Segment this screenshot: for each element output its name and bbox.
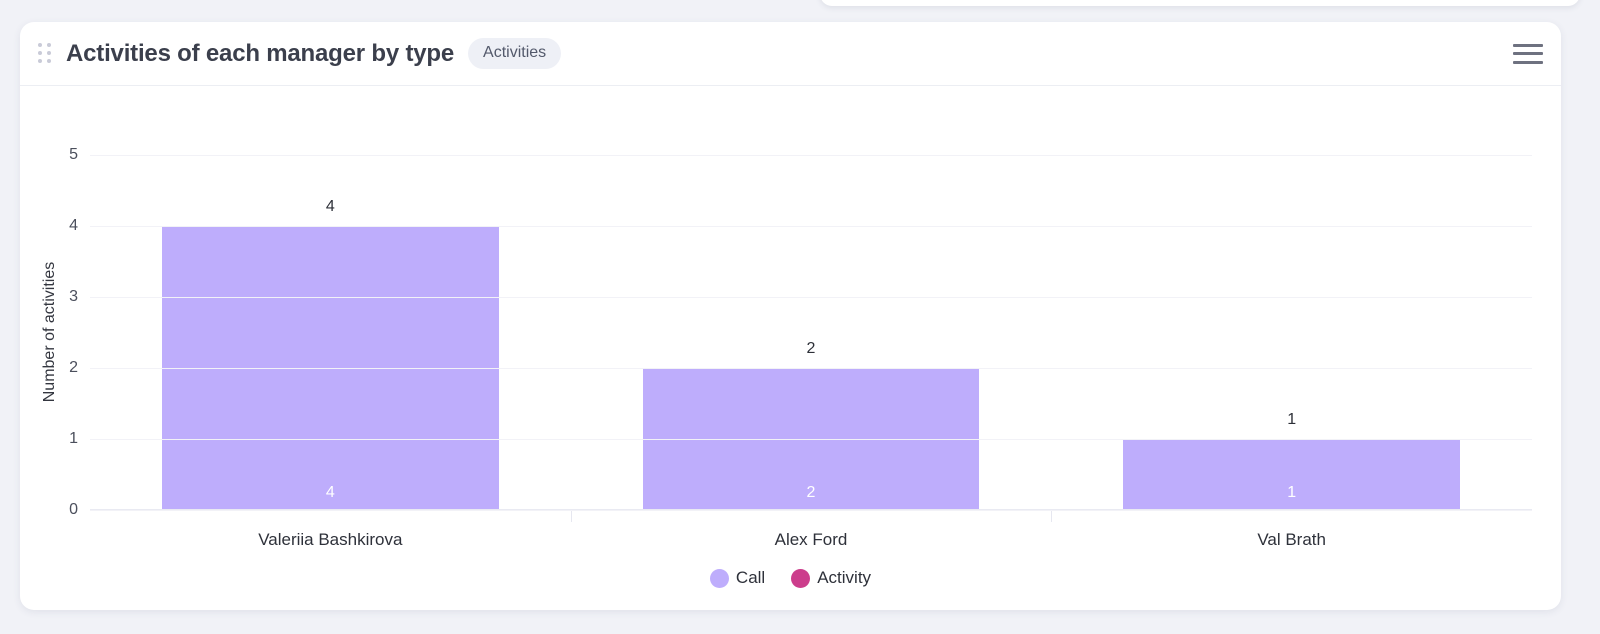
bar-group: 2 2 Alex Ford	[570, 155, 1052, 549]
bar-series-call: 4 4 Valeriia Bashkirova 2 2 Alex Ford 1 1 Val Br…	[90, 155, 1532, 549]
bar-value-label-above: 4	[325, 198, 335, 215]
page-title: Activities of each manager by type	[66, 39, 455, 67]
drag-dot	[47, 50, 51, 55]
bar-group: 4 4 Valeriia Bashkirova	[90, 155, 571, 549]
legend-label: Call	[735, 568, 766, 587]
status-badge[interactable]: Activities	[468, 38, 562, 69]
y-tick-label: 4	[69, 217, 78, 234]
y-tick-label: 5	[69, 146, 78, 163]
drag-dot	[47, 58, 51, 63]
x-axis-tick	[570, 510, 572, 522]
legend-swatch-icon	[709, 568, 729, 588]
hamburger-menu-icon[interactable]	[1513, 42, 1543, 66]
x-axis-tick	[1051, 510, 1053, 522]
bar-value-label-above: 2	[806, 340, 816, 357]
menu-line	[1513, 60, 1543, 64]
y-axis-title: Number of activities	[41, 261, 58, 403]
bar-value-label-inside: 1	[1287, 484, 1297, 501]
chart-card: Activities of each manager by type Activ…	[20, 22, 1561, 610]
plot-area: 4 4 Valeriia Bashkirova 2 2 Alex Ford 1 1 Val Br…	[69, 146, 1532, 549]
bar-value-label-above: 1	[1287, 411, 1297, 428]
y-tick-label: 3	[69, 288, 78, 305]
chart-body: Number of activities 4 4 Valeriia Bashkiro…	[20, 86, 1561, 610]
partial-card-above	[820, 0, 1580, 6]
gridline	[90, 155, 1532, 156]
y-tick-label: 0	[69, 501, 78, 518]
drag-dot	[47, 42, 51, 47]
menu-line	[1513, 52, 1543, 55]
drag-dot	[38, 58, 42, 63]
bar-value-label-inside: 4	[325, 484, 335, 501]
y-tick-label: 1	[69, 430, 78, 447]
x-tick-label: Valeriia Bashkirova	[258, 530, 403, 549]
gridline	[90, 510, 1532, 511]
legend-item-activity[interactable]: Activity	[791, 568, 871, 588]
chart-legend: Call Activity	[20, 568, 1561, 588]
gridline	[90, 439, 1532, 440]
x-axis-baseline	[90, 509, 1532, 510]
gridline	[90, 368, 1532, 369]
drag-dot	[38, 50, 42, 55]
gridline	[90, 226, 1532, 227]
y-tick-label: 2	[69, 359, 78, 376]
legend-label: Activity	[817, 568, 872, 587]
legend-swatch-icon	[791, 568, 811, 588]
x-tick-label: Alex Ford	[774, 530, 848, 549]
menu-line	[1513, 43, 1543, 47]
drag-dots-icon[interactable]	[38, 42, 54, 65]
drag-dot	[38, 42, 42, 47]
bar-group: 1 1 Val Brath	[1051, 155, 1532, 549]
x-tick-label: Val Brath	[1257, 530, 1326, 549]
legend-item-call[interactable]: Call	[709, 568, 766, 588]
bar-value-label-inside: 2	[806, 484, 816, 501]
gridline	[90, 297, 1532, 298]
card-header: Activities of each manager by type Activ…	[20, 22, 1561, 86]
bar[interactable]: 1	[1123, 439, 1460, 510]
